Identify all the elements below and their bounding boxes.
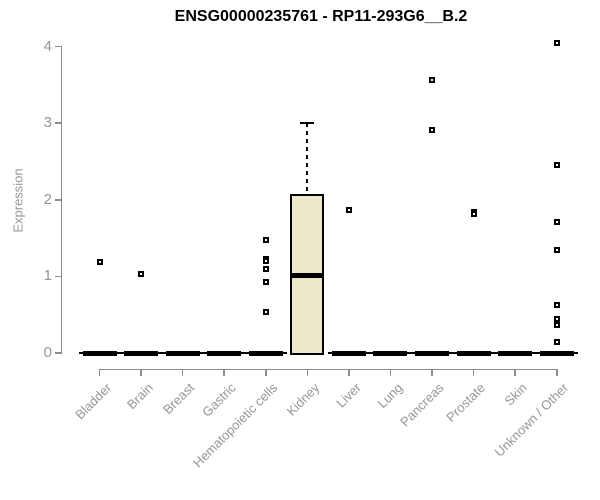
data-point-marker bbox=[553, 39, 560, 46]
y-tick bbox=[55, 275, 61, 278]
data-point-marker bbox=[553, 301, 560, 308]
data-point-marker bbox=[553, 338, 560, 345]
zero-boxplot-bar bbox=[82, 350, 117, 356]
y-tick-label: 3 bbox=[43, 114, 52, 132]
x-category-label: Breast bbox=[160, 380, 198, 418]
x-tick bbox=[472, 368, 475, 376]
x-category-label: Gastric bbox=[199, 380, 239, 420]
y-tick bbox=[55, 45, 61, 48]
x-tick bbox=[556, 368, 558, 376]
median-line bbox=[290, 273, 325, 279]
x-tick bbox=[431, 368, 433, 376]
x-category-label: Unknown / Other bbox=[491, 380, 572, 460]
x-tick bbox=[265, 368, 267, 376]
x-category-label: Bladder bbox=[71, 380, 115, 423]
x-tick bbox=[348, 368, 350, 376]
data-point-marker bbox=[553, 219, 560, 225]
zero-boxplot-bar bbox=[539, 350, 574, 356]
data-point-marker bbox=[345, 206, 352, 213]
x-category-label: Prostate bbox=[443, 380, 489, 425]
data-point-marker bbox=[553, 321, 560, 328]
whisker-cap bbox=[300, 121, 315, 125]
y-axis-line bbox=[60, 45, 62, 354]
y-tick-label: 4 bbox=[43, 37, 52, 55]
zero-boxplot-bar bbox=[248, 350, 283, 356]
whisker-line bbox=[306, 123, 309, 195]
chart-title: ENSG00000235761 - RP11-293G6__B.2 bbox=[174, 8, 468, 25]
data-point-marker bbox=[262, 309, 269, 316]
x-tick bbox=[181, 368, 184, 376]
x-category-label: Kidney bbox=[283, 380, 322, 419]
x-tick bbox=[98, 368, 101, 376]
x-category-label: Lung bbox=[374, 380, 406, 412]
x-axis-line bbox=[98, 368, 558, 370]
x-tick bbox=[514, 368, 516, 376]
zero-boxplot-bar bbox=[331, 350, 366, 356]
x-category-label: Pancreas bbox=[397, 380, 447, 430]
x-category-label: Brain bbox=[123, 380, 156, 413]
zero-boxplot-bar bbox=[165, 350, 200, 356]
zero-boxplot-bar bbox=[124, 350, 159, 356]
data-point-marker bbox=[553, 246, 560, 253]
x-category-label: Skin bbox=[501, 380, 530, 409]
x-tick bbox=[389, 368, 392, 376]
zero-boxplot-bar bbox=[498, 350, 533, 356]
data-point-marker bbox=[96, 258, 103, 265]
data-point-marker bbox=[262, 265, 269, 272]
y-tick bbox=[55, 199, 61, 201]
x-category-label: Liver bbox=[332, 380, 364, 411]
x-tick bbox=[140, 368, 142, 376]
zero-boxplot-bar bbox=[373, 350, 408, 356]
zero-boxplot-bar bbox=[207, 350, 242, 356]
data-point-marker bbox=[429, 76, 436, 83]
data-point-marker bbox=[138, 271, 145, 278]
data-point-marker bbox=[429, 127, 436, 134]
y-tick-label: 2 bbox=[43, 190, 52, 208]
data-point-marker bbox=[262, 258, 269, 265]
zero-boxplot-bar bbox=[415, 350, 450, 356]
x-tick bbox=[223, 368, 225, 376]
y-tick-label: 0 bbox=[43, 344, 52, 361]
data-point-marker bbox=[262, 237, 269, 244]
x-tick bbox=[306, 368, 309, 376]
data-point-marker bbox=[553, 162, 560, 169]
y-tick bbox=[55, 352, 61, 354]
data-point-marker bbox=[262, 278, 269, 285]
y-tick bbox=[55, 122, 61, 124]
data-point-marker bbox=[470, 210, 477, 217]
data-point-marker bbox=[553, 315, 560, 322]
y-tick-label: 1 bbox=[43, 267, 52, 285]
zero-boxplot-bar bbox=[456, 350, 491, 356]
